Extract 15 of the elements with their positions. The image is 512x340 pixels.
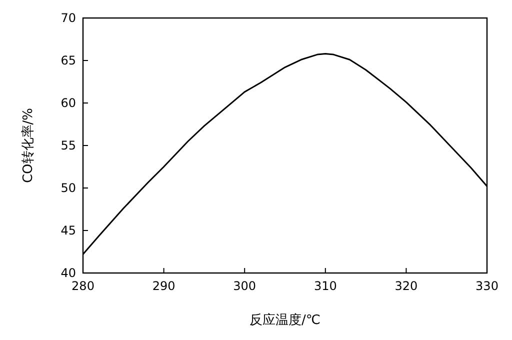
x-tick-label: 310 (314, 279, 337, 293)
y-tick-label: 60 (60, 96, 76, 110)
y-tick-label: 70 (60, 11, 76, 25)
y-tick-label: 50 (60, 181, 76, 195)
y-tick-label: 40 (60, 266, 76, 280)
x-tick-label: 290 (152, 279, 176, 293)
x-tick-label: 300 (233, 279, 256, 293)
x-axis-title: 反应温度/℃ (250, 312, 320, 328)
y-tick-label: 45 (60, 224, 76, 238)
x-tick-label: 320 (394, 279, 418, 293)
y-tick-label: 55 (60, 138, 76, 152)
x-tick-label: 280 (72, 279, 94, 293)
x-tick-label: 330 (476, 279, 498, 293)
y-tick-label: 65 (60, 54, 76, 68)
y-axis-title: CO转化率/% (20, 108, 36, 184)
